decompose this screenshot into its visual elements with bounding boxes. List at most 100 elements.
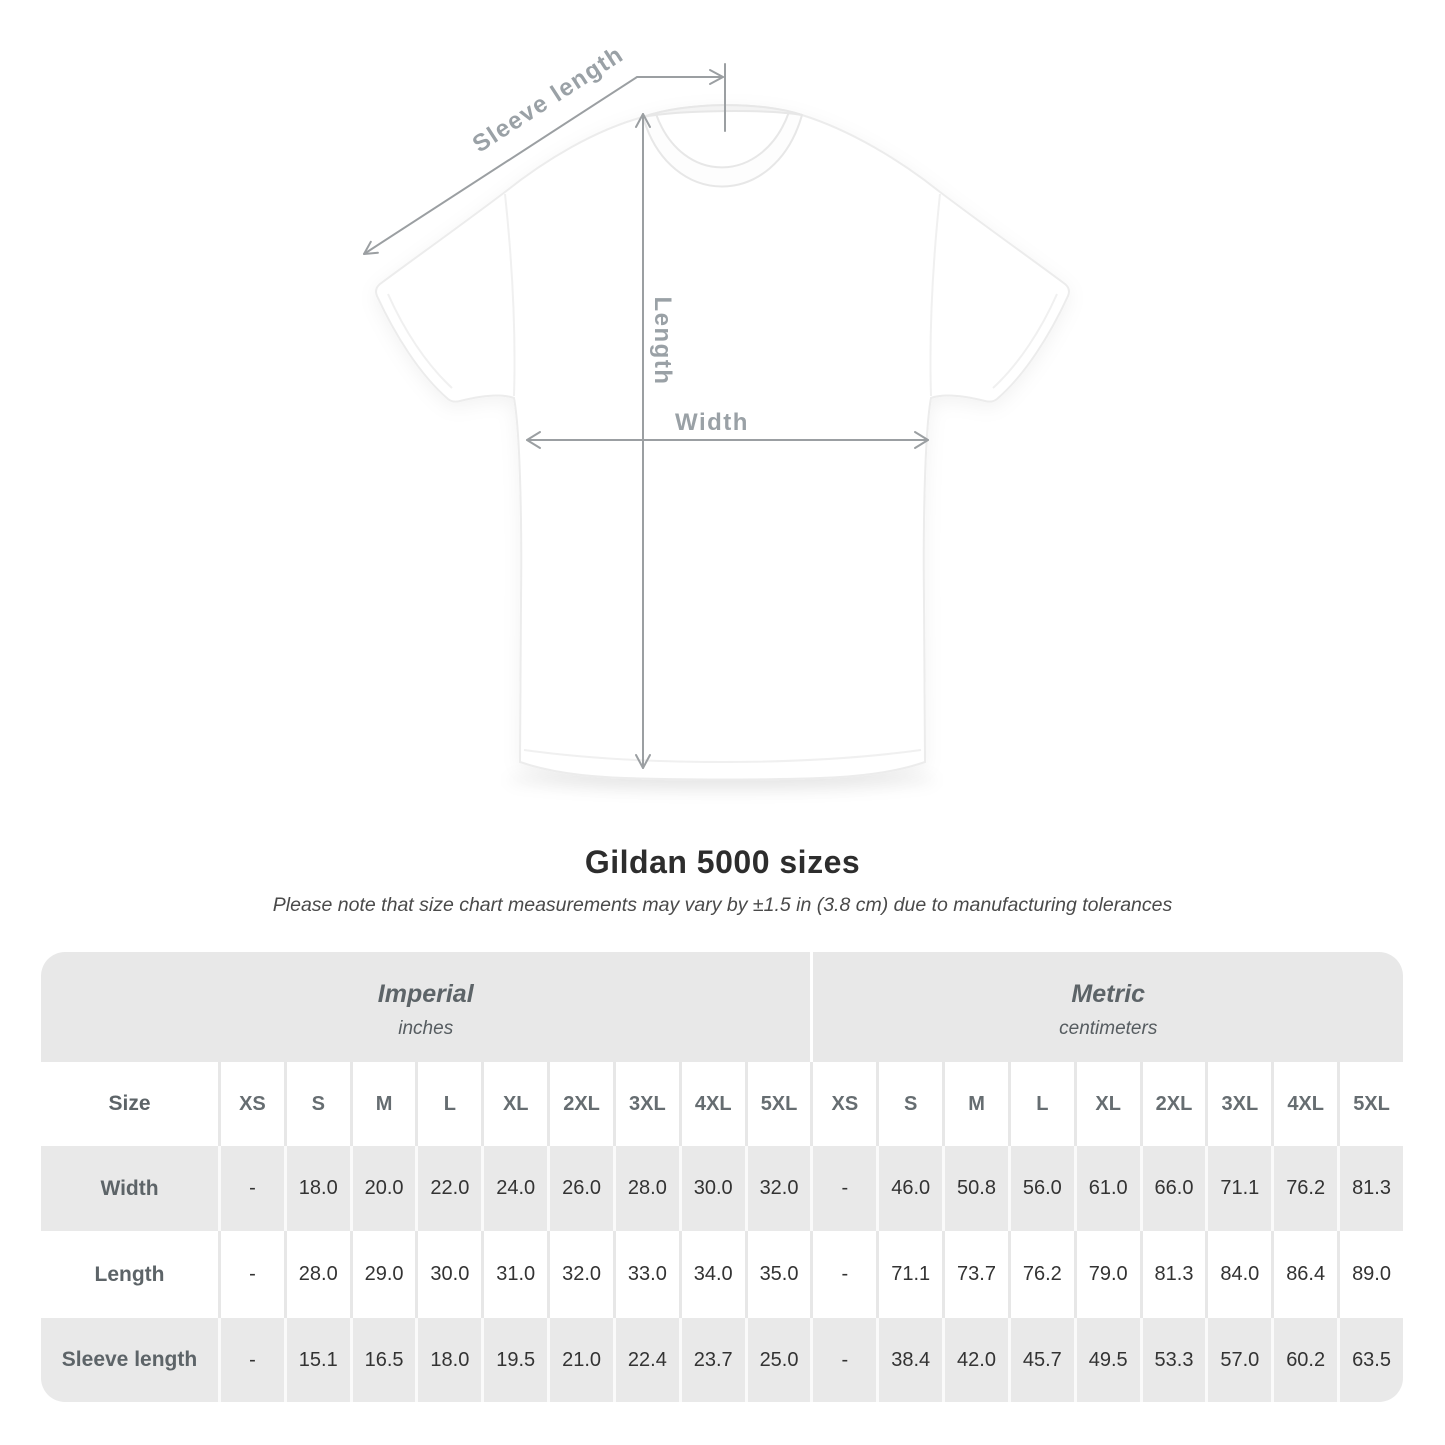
table-cell: 32.0 [744, 1146, 811, 1231]
col-header: 5XL [1337, 1062, 1403, 1146]
length-label: Length [649, 297, 676, 386]
metric-group-header: Metric centimeters [810, 952, 1403, 1062]
row-label-width: Width [41, 1146, 218, 1231]
table-row-length: Length - 28.0 29.0 30.0 31.0 32.0 33.0 3… [41, 1231, 1403, 1318]
table-cell: 21.0 [547, 1318, 613, 1402]
table-cell: 28.0 [283, 1231, 350, 1318]
table-cell: 16.5 [349, 1318, 416, 1402]
col-header: 3XL [1205, 1062, 1272, 1146]
table-cell: 76.2 [1007, 1231, 1074, 1318]
table-cell: 32.0 [547, 1231, 613, 1318]
table-cell: 71.1 [1205, 1146, 1272, 1231]
table-cell: 23.7 [678, 1318, 745, 1402]
unit-group-row: Imperial inches Metric centimeters [41, 952, 1403, 1062]
right-sleeve-seam [929, 193, 941, 397]
table-cell: 79.0 [1073, 1231, 1140, 1318]
table-cell: 26.0 [547, 1146, 613, 1231]
table-row-sleeve-length: Sleeve length - 15.1 16.5 18.0 19.5 21.0… [41, 1318, 1403, 1402]
col-header: L [1007, 1062, 1074, 1146]
table-cell: 45.7 [1007, 1318, 1074, 1402]
metric-label: Metric [1071, 980, 1146, 1008]
imperial-group-header: Imperial inches [41, 952, 811, 1062]
table-cell: - [810, 1318, 877, 1402]
col-header: S [876, 1062, 943, 1146]
back-neck [642, 104, 803, 118]
table-cell: 18.0 [415, 1318, 482, 1402]
width-arrow [526, 431, 929, 449]
table-row-width: Width - 18.0 20.0 22.0 24.0 26.0 28.0 30… [41, 1146, 1403, 1231]
table-cell: - [218, 1318, 284, 1402]
table-cell: 38.4 [876, 1318, 943, 1402]
table-cell: 22.0 [415, 1146, 482, 1231]
left-cuff-stitch [387, 293, 453, 389]
table-cell: 81.3 [1139, 1231, 1206, 1318]
size-corner-header: Size [41, 1062, 218, 1146]
table-cell: 29.0 [349, 1231, 416, 1318]
page-title: Gildan 5000 sizes [584, 844, 861, 880]
table-cell: 24.0 [481, 1146, 548, 1231]
table-cell: 66.0 [1139, 1146, 1206, 1231]
table-cell: 49.5 [1073, 1318, 1140, 1402]
table-cell: 56.0 [1007, 1146, 1074, 1231]
metric-unit: centimeters [1059, 1018, 1158, 1039]
col-header: 4XL [678, 1062, 745, 1146]
imperial-label: Imperial [377, 980, 474, 1008]
col-header: 4XL [1271, 1062, 1338, 1146]
left-sleeve-seam [504, 193, 516, 397]
tshirt-diagram: Sleeve length Length Width [363, 41, 1070, 792]
table-cell: 34.0 [678, 1231, 745, 1318]
col-header: XS [810, 1062, 877, 1146]
col-header: 2XL [1139, 1062, 1206, 1146]
right-cuff-stitch [992, 293, 1058, 389]
table-cell: 81.3 [1337, 1146, 1403, 1231]
tshirt-graphic [375, 104, 1070, 781]
col-header: XS [218, 1062, 284, 1146]
table-cell: 25.0 [744, 1318, 811, 1402]
col-header: S [283, 1062, 350, 1146]
col-header: XL [481, 1062, 548, 1146]
col-header: 2XL [547, 1062, 613, 1146]
table-cell: 15.1 [283, 1318, 350, 1402]
table-cell: 30.0 [678, 1146, 745, 1231]
table-cell: - [218, 1146, 284, 1231]
size-chart-table: Imperial inches Metric centimeters Size … [41, 952, 1403, 1402]
table-cell: 53.3 [1139, 1318, 1206, 1402]
hem-stitch [523, 749, 922, 763]
table-cell: 42.0 [942, 1318, 1008, 1402]
tolerance-note: Please note that size chart measurements… [272, 894, 1173, 916]
table-cell: 84.0 [1205, 1231, 1272, 1318]
table-cell: 33.0 [612, 1231, 679, 1318]
col-header: L [415, 1062, 482, 1146]
table-cell: - [810, 1231, 877, 1318]
table-cell: 57.0 [1205, 1318, 1272, 1402]
table-cell: 60.2 [1271, 1318, 1338, 1402]
table-cell: - [218, 1231, 284, 1318]
table-cell: 86.4 [1271, 1231, 1338, 1318]
table-cell: 19.5 [481, 1318, 548, 1402]
table-cell: 89.0 [1337, 1231, 1403, 1318]
imperial-unit: inches [398, 1018, 454, 1039]
size-header-row: Size XS S M L XL 2XL 3XL 4XL 5XL XS S M … [41, 1062, 1403, 1146]
col-header: XL [1073, 1062, 1140, 1146]
width-label: Width [675, 409, 749, 436]
table-cell: 63.5 [1337, 1318, 1403, 1402]
table-cell: - [810, 1146, 877, 1231]
table-cell: 31.0 [481, 1231, 548, 1318]
table-cell: 46.0 [876, 1146, 943, 1231]
sleeve-length-arrow [363, 63, 726, 255]
col-header: 3XL [612, 1062, 679, 1146]
row-label-length: Length [41, 1231, 218, 1318]
table-cell: 35.0 [744, 1231, 811, 1318]
col-header: M [942, 1062, 1008, 1146]
row-label-sleeve-length: Sleeve length [41, 1318, 218, 1402]
table-cell: 50.8 [942, 1146, 1008, 1231]
table-cell: 20.0 [349, 1146, 416, 1231]
col-header: 5XL [744, 1062, 811, 1146]
table-cell: 18.0 [283, 1146, 350, 1231]
table-cell: 61.0 [1073, 1146, 1140, 1231]
table-cell: 22.4 [612, 1318, 679, 1402]
table-cell: 73.7 [942, 1231, 1008, 1318]
col-header: M [349, 1062, 416, 1146]
table-cell: 30.0 [415, 1231, 482, 1318]
table-cell: 28.0 [612, 1146, 679, 1231]
